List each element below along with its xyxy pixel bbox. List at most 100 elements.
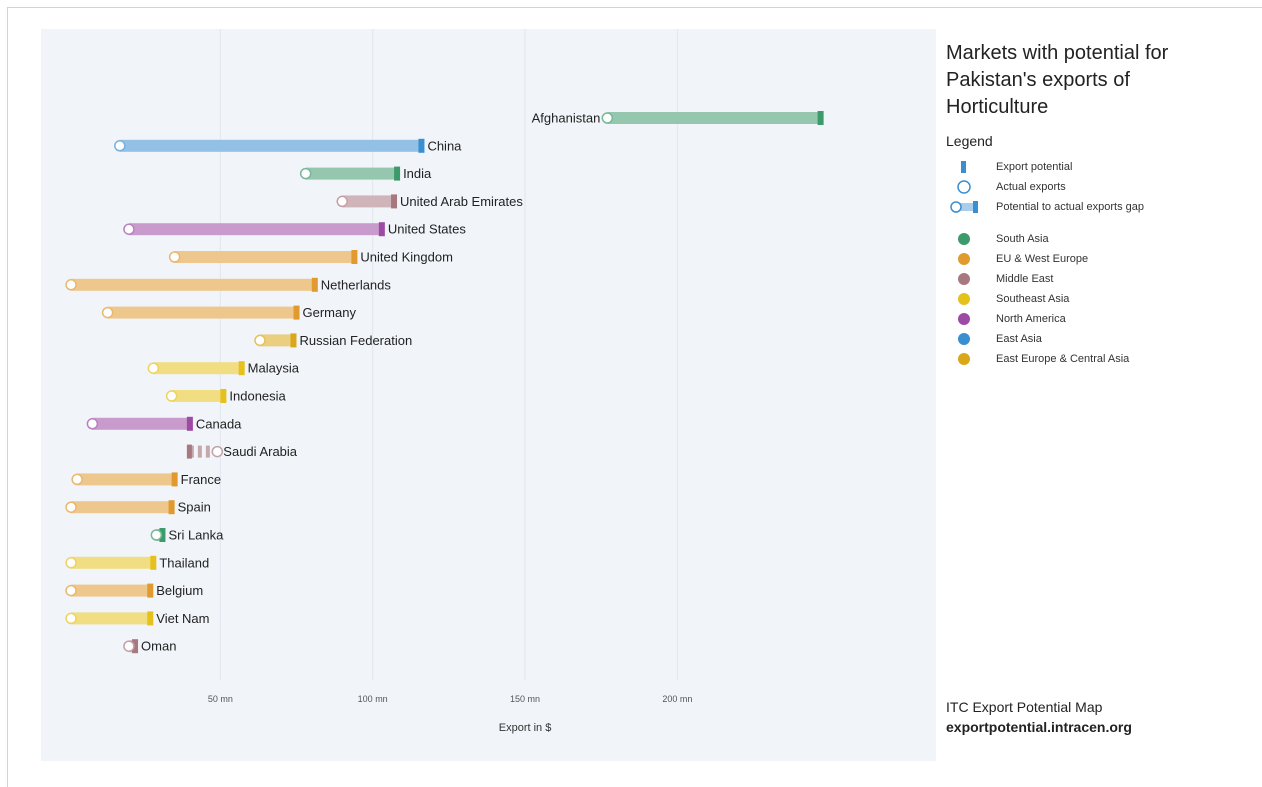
region-color-swatch [946,253,982,265]
x-axis-title: Export in $ [499,722,552,734]
bar-row: France [71,472,221,487]
export-potential-mark [168,500,175,515]
export-potential-mark [171,472,178,487]
legend-key-label: Export potential [996,161,1073,173]
bar-row: Indonesia [165,389,287,404]
legend-region-label: East Asia [996,333,1042,345]
bar-row: United Arab Emirates [336,194,523,209]
legend-key-label: Potential to actual exports gap [996,201,1144,213]
bar-row: Russian Federation [254,333,412,348]
legend-region-southeast-asia[interactable]: Southeast Asia [946,289,1246,309]
bar-row: Afghanistan [532,111,824,126]
actual-exports-mark [601,112,614,124]
bar-row: India [299,166,432,181]
x-tick-label: 50 mn [208,694,233,704]
export-potential-mark [186,444,192,459]
gap-bar [259,334,294,347]
export-potential-mark [293,305,300,320]
bar-row: China [114,138,462,153]
gap-bar [71,584,151,597]
x-tick-label: 150 mn [510,694,540,704]
region-color-swatch [946,293,982,305]
source-url[interactable]: exportpotential.intracen.org [946,719,1132,735]
actual-exports-mark [71,473,83,486]
country-label: Sri Lanka [168,528,224,543]
country-label: Belgium [156,583,203,598]
legend-key-gap[interactable]: Potential to actual exports gap [946,197,1246,217]
country-label: India [403,166,432,181]
export-potential-mark [220,389,227,403]
bar-row: Viet Nam [65,611,210,626]
excess-segment [205,445,210,458]
actual-exports-mark [114,140,126,152]
actual-exports-mark [65,612,77,625]
legend-key-potential[interactable]: Export potential [946,157,1246,177]
bar-row: Thailand [65,555,209,570]
bar-row: Sri Lanka [150,528,224,543]
x-tick-label: 100 mn [358,694,388,704]
bars: Afghanistan China India United Arab Emirate… [65,111,824,654]
legend-region-east-europe-central-asia[interactable]: East Europe & Central Asia [946,349,1246,369]
source-name: ITC Export Potential Map [946,699,1103,715]
legend-region-east-asia[interactable]: East Asia [946,329,1246,349]
export-potential-mark [238,361,245,376]
actual-exports-mark [65,501,77,513]
color-dot-icon [958,233,970,245]
actual-exports-mark [254,334,266,347]
legend-key-actual[interactable]: Actual exports [946,177,1246,197]
country-label: Russian Federation [299,333,412,348]
actual-exports-mark [86,418,99,430]
export-potential-mark [391,194,398,209]
country-label: Indonesia [229,389,286,404]
gap-bar [174,251,355,263]
export-potential-mark [378,222,385,237]
gap-bar [305,167,398,180]
legend-key-label: Actual exports [996,181,1066,193]
legend-region-eu-west-europe[interactable]: EU & West Europe [946,249,1246,269]
color-dot-icon [958,273,970,285]
color-dot-icon [958,253,970,265]
export-potential-mark [186,416,193,431]
actual-exports-mark [65,584,77,597]
country-label: France [181,472,221,487]
bar-row: Germany [101,305,356,320]
country-label: Spain [178,500,211,515]
gap-bar [71,501,172,514]
gap-bar [607,112,821,124]
actual-exports-symbol [946,179,982,195]
actual-exports-mark [299,167,312,180]
country-label: Thailand [159,555,209,570]
frame [7,7,1262,787]
bar-row: Belgium [65,583,203,598]
gap-bar [342,195,395,208]
legend-region-south-asia[interactable]: South Asia [946,229,1246,249]
export-potential-mark [159,528,166,542]
excess-segment [197,445,202,458]
bar-row: Malaysia [147,361,300,376]
source-footer: ITC Export Potential Map exportpotential… [946,697,1132,737]
legend-keys: Export potential Actual exports Potentia… [946,157,1246,217]
color-dot-icon [958,313,970,325]
legend-region-middle-east[interactable]: Middle East [946,269,1246,289]
chart-title: Markets with potential for Pakistan's ex… [946,42,1169,118]
export-potential-mark [132,639,139,654]
country-label: Malaysia [248,361,300,376]
bar-row: Oman [123,639,176,654]
legend-region-north-america[interactable]: North America [946,309,1246,329]
country-label: Afghanistan [532,111,601,126]
legend-region-label: Southeast Asia [996,293,1070,305]
actual-exports-mark [123,640,135,652]
gridlines [219,29,678,680]
bar-row: United Kingdom [168,250,453,265]
x-axis-ticks: 50 mn 100 mn 150 mn 200 mn [208,694,693,704]
country-label: United Kingdom [360,250,453,265]
legend-region-label: South Asia [996,233,1049,245]
country-label: Viet Nam [156,611,209,626]
x-tick-label: 200 mn [662,694,692,704]
export-potential-mark [147,583,154,598]
region-color-swatch [946,313,982,325]
region-color-swatch [946,233,982,245]
gap-bar [77,473,175,486]
gap-bar [71,556,154,569]
